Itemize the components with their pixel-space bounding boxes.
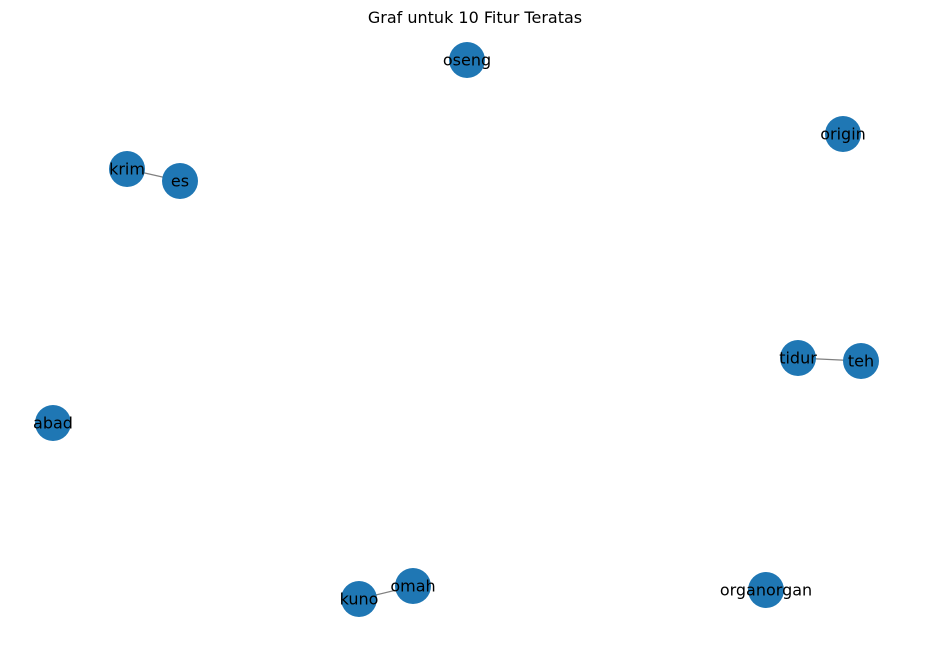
node-label-oseng: oseng bbox=[443, 51, 491, 70]
node-circle-organorgan bbox=[748, 572, 784, 608]
graph-node-es: es bbox=[162, 163, 198, 199]
node-label-origin: origin bbox=[820, 125, 866, 144]
node-label-es: es bbox=[171, 172, 189, 191]
node-circle-omah bbox=[395, 568, 431, 604]
node-circle-kuno bbox=[341, 581, 377, 617]
graph-node-oseng: oseng bbox=[443, 42, 491, 78]
node-label-kuno: kuno bbox=[340, 590, 379, 609]
node-circle-oseng bbox=[449, 42, 485, 78]
graph-node-tidur: tidur bbox=[779, 340, 817, 376]
node-circle-es bbox=[162, 163, 198, 199]
figure-title: Graf untuk 10 Fitur Teratas bbox=[367, 8, 583, 27]
node-circle-abad bbox=[35, 405, 71, 441]
graph-node-organorgan: organorgan bbox=[720, 572, 812, 608]
node-circle-teh bbox=[843, 343, 879, 379]
node-circle-krim bbox=[109, 151, 145, 187]
graph-node-kuno: kuno bbox=[340, 581, 379, 617]
node-label-teh: teh bbox=[848, 352, 874, 371]
node-label-organorgan: organorgan bbox=[720, 581, 812, 600]
graph-node-abad: abad bbox=[33, 405, 73, 441]
node-label-krim: krim bbox=[109, 160, 145, 179]
node-circle-tidur bbox=[780, 340, 816, 376]
edge-layer bbox=[126, 168, 862, 600]
graph-node-omah: omah bbox=[390, 568, 436, 604]
graph-node-teh: teh bbox=[843, 343, 879, 379]
node-circle-origin bbox=[825, 116, 861, 152]
node-label-tidur: tidur bbox=[779, 349, 817, 368]
node-label-abad: abad bbox=[33, 414, 73, 433]
node-label-omah: omah bbox=[390, 577, 435, 596]
graph-node-krim: krim bbox=[109, 151, 145, 187]
graph-node-origin: origin bbox=[820, 116, 866, 152]
node-layer: oseng origin krim es tidur teh abad omah kuno org… bbox=[33, 42, 879, 617]
